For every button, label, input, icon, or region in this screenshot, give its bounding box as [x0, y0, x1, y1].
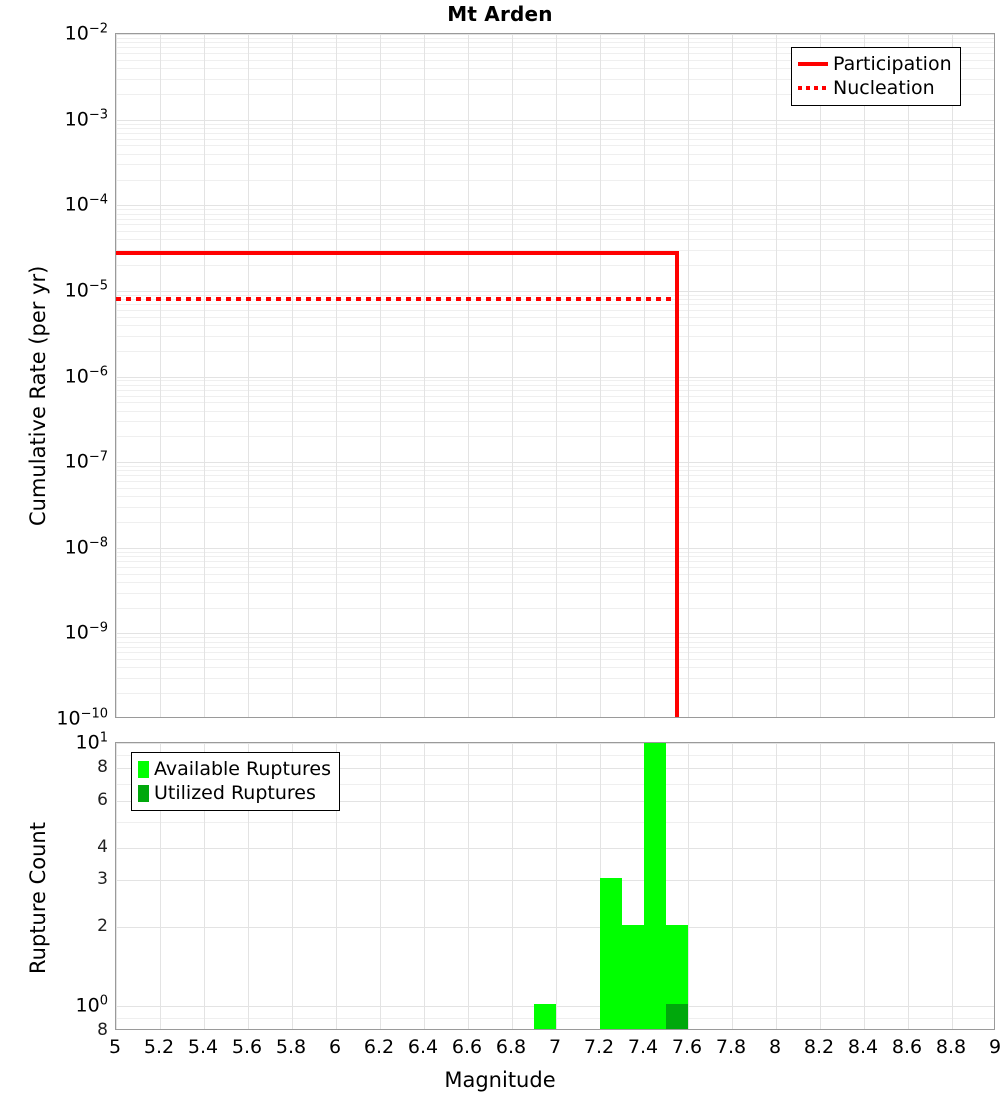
legend-label-utilized-ruptures: Utilized Ruptures	[154, 782, 316, 804]
y-tick-label-rupture-count: 100	[0, 993, 108, 1016]
x-tick-label-magnitude: 6.2	[364, 1036, 394, 1058]
gridline-vertical-major	[908, 34, 909, 717]
y-tick-label-rupture-count: 4	[0, 837, 108, 857]
gridline-vertical-major	[820, 743, 821, 1029]
gridline-vertical-major	[116, 743, 117, 1029]
gridline-vertical-major	[512, 34, 513, 717]
legend-label-participation: Participation	[833, 53, 952, 75]
gridline-vertical-major	[204, 34, 205, 717]
gridline-vertical-major	[600, 34, 601, 717]
x-tick-label-magnitude: 8.4	[848, 1036, 878, 1058]
x-tick-label-magnitude: 6.6	[452, 1036, 482, 1058]
x-tick-label-magnitude: 7.6	[672, 1036, 702, 1058]
bar-utilized-ruptures	[666, 1004, 688, 1029]
gridline-vertical-major	[292, 34, 293, 717]
x-tick-label-magnitude: 5.8	[276, 1036, 306, 1058]
gridline-vertical-major	[116, 34, 117, 717]
y-tick-label-rupture-count: 8	[0, 757, 108, 777]
bar-available-ruptures	[622, 925, 644, 1030]
x-tick-label-magnitude: 5.6	[232, 1036, 262, 1058]
page-title: Mt Arden	[0, 2, 1000, 26]
y-tick-label-cumulative-rate: 10−5	[0, 278, 108, 301]
available-ruptures-swatch-icon	[138, 761, 149, 778]
gridline-vertical-major	[424, 34, 425, 717]
gridline-vertical-major	[732, 34, 733, 717]
gridline-vertical-major	[776, 34, 777, 717]
gridline-vertical-major	[864, 34, 865, 717]
gridline-vertical-major	[512, 743, 513, 1029]
y-tick-label-cumulative-rate: 10−2	[0, 21, 108, 44]
x-tick-label-magnitude: 7	[549, 1036, 561, 1058]
nucleation-horizontal-segment	[116, 297, 677, 301]
x-tick-label-magnitude: 5.2	[144, 1036, 174, 1058]
gridline-vertical-major	[336, 34, 337, 717]
x-tick-label-magnitude: 5.4	[188, 1036, 218, 1058]
y-axis-title-cumulative-rate: Cumulative Rate (per yr)	[26, 266, 50, 526]
y-tick-label-cumulative-rate: 10−9	[0, 621, 108, 644]
legend-item-nucleation[interactable]: Nucleation	[798, 76, 952, 100]
gridline-vertical-major	[424, 743, 425, 1029]
bar-available-ruptures	[534, 1004, 556, 1029]
legend-item-participation[interactable]: Participation	[798, 52, 952, 76]
y-tick-label-rupture-count: 3	[0, 869, 108, 889]
y-tick-label-cumulative-rate: 10−10	[0, 706, 108, 729]
participation-horizontal-segment	[116, 251, 677, 255]
x-tick-label-magnitude: 9	[989, 1036, 1000, 1058]
gridline-vertical-major	[644, 34, 645, 717]
gridline-vertical-major	[952, 34, 953, 717]
gridline-vertical-major	[908, 743, 909, 1029]
legend-label-nucleation: Nucleation	[833, 77, 935, 99]
gridline-vertical-major	[248, 34, 249, 717]
y-tick-label-rupture-count: 6	[0, 790, 108, 810]
legend-item-utilized-ruptures[interactable]: Utilized Ruptures	[138, 781, 331, 805]
y-tick-label-cumulative-rate: 10−6	[0, 364, 108, 387]
y-tick-label-rupture-count: 2	[0, 916, 108, 936]
gridline-vertical-major	[468, 34, 469, 717]
x-tick-label-magnitude: 6	[329, 1036, 341, 1058]
bottom-panel-legend: Available Ruptures Utilized Ruptures	[131, 752, 340, 811]
gridline-vertical-major	[732, 743, 733, 1029]
x-tick-label-magnitude: 7.2	[584, 1036, 614, 1058]
gridline-vertical-major	[380, 743, 381, 1029]
x-tick-label-magnitude: 8	[769, 1036, 781, 1058]
x-tick-label-magnitude: 6.8	[496, 1036, 526, 1058]
y-tick-label-rupture-count: 101	[0, 730, 108, 753]
nucleation-line-icon	[798, 86, 828, 90]
gridline-vertical-major	[776, 743, 777, 1029]
gridline-vertical-major	[556, 743, 557, 1029]
x-tick-label-magnitude: 7.4	[628, 1036, 658, 1058]
gridline-vertical-major	[160, 34, 161, 717]
legend-label-available-ruptures: Available Ruptures	[154, 758, 331, 780]
y-tick-label-rupture-count: 8	[0, 1020, 108, 1040]
gridline-vertical-major	[864, 743, 865, 1029]
x-tick-label-magnitude: 7.8	[716, 1036, 746, 1058]
x-tick-label-magnitude: 8.8	[936, 1036, 966, 1058]
cumulative-rate-plot-area	[115, 33, 995, 718]
x-tick-label-magnitude: 8.2	[804, 1036, 834, 1058]
x-tick-label-magnitude: 5	[109, 1036, 121, 1058]
gridline-vertical-major	[556, 34, 557, 717]
bar-available-ruptures	[600, 878, 622, 1029]
y-tick-label-cumulative-rate: 10−8	[0, 535, 108, 558]
gridline-vertical-major	[468, 743, 469, 1029]
x-axis-title: Magnitude	[0, 1068, 1000, 1092]
y-tick-label-cumulative-rate: 10−7	[0, 449, 108, 472]
gridline-vertical-major	[688, 34, 689, 717]
chart-page: Mt Arden Cumulative Rate (per yr) 10−2 10…	[0, 0, 1000, 1100]
y-tick-label-cumulative-rate: 10−3	[0, 107, 108, 130]
bar-available-ruptures	[644, 742, 666, 1029]
x-tick-label-magnitude: 8.6	[892, 1036, 922, 1058]
gridline-vertical-major	[380, 34, 381, 717]
legend-item-available-ruptures[interactable]: Available Ruptures	[138, 757, 331, 781]
participation-line-icon	[798, 62, 828, 66]
gridline-vertical-major	[820, 34, 821, 717]
top-panel-legend: Participation Nucleation	[791, 47, 961, 106]
y-axis-title-rupture-count: Rupture Count	[26, 822, 50, 974]
nucleation-vertical-dropoff	[675, 297, 679, 718]
gridline-vertical-major	[952, 743, 953, 1029]
y-tick-label-cumulative-rate: 10−4	[0, 193, 108, 216]
gridline-vertical-major	[688, 743, 689, 1029]
utilized-ruptures-swatch-icon	[138, 785, 149, 802]
x-tick-label-magnitude: 6.4	[408, 1036, 438, 1058]
